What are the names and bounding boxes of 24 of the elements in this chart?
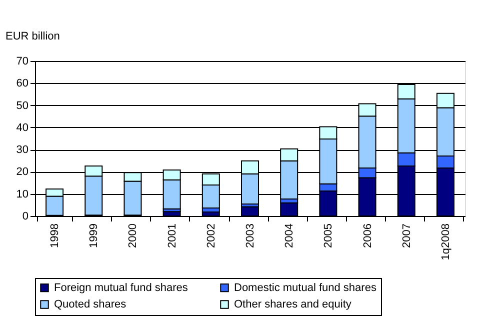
y-tick-label: 30 xyxy=(16,144,28,156)
legend-label: Foreign mutual fund shares xyxy=(54,282,188,294)
x-tick-label: 2001 xyxy=(166,224,178,248)
y-tick-label: 40 xyxy=(16,122,28,134)
legend-label: Domestic mutual fund shares xyxy=(234,282,377,294)
x-tick-label: 2000 xyxy=(127,224,140,248)
y-tick-label: 0 xyxy=(22,210,28,222)
y-tick-label: 50 xyxy=(16,100,28,112)
x-tick-label: 2007 xyxy=(400,224,413,248)
legend-label: Quoted shares xyxy=(54,298,127,310)
x-tick-label: 2002 xyxy=(205,224,218,248)
y-tick-label: 10 xyxy=(16,188,28,200)
y-tick-label: 20 xyxy=(16,166,28,178)
x-tick-label: 1q2008 xyxy=(440,224,452,260)
x-tick-label: 2004 xyxy=(284,224,296,248)
y-axis-title: EUR billion xyxy=(6,30,60,42)
y-tick-label: 60 xyxy=(16,78,28,90)
x-tick-label: 1998 xyxy=(49,224,62,248)
x-tick-label: 2003 xyxy=(244,224,256,248)
x-tick-label: 1999 xyxy=(88,224,100,248)
x-tick-label: 2005 xyxy=(322,224,335,248)
x-tick-label: 2006 xyxy=(362,224,374,248)
y-tick-label: 70 xyxy=(16,56,28,68)
legend-label: Other shares and equity xyxy=(234,298,352,310)
